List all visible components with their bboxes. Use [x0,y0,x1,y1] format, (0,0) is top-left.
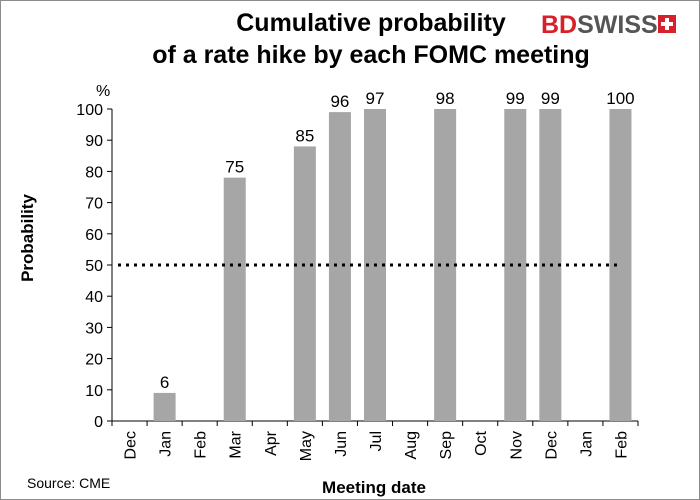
y-tick-label: 40 [85,289,103,306]
x-tick-label: Sep [438,431,455,460]
data-label: 96 [330,92,349,111]
x-tick-label: Dec [123,431,140,459]
x-tick-label: Feb [613,431,630,459]
x-tick-label: Mar [228,430,245,458]
x-tick-label: Jan [578,431,595,457]
chart-title-line-2: of a rate hike by each FOMC meeting [152,41,590,69]
bar [328,112,351,422]
x-tick-label: Jun [333,431,350,457]
unit-label: % [96,83,110,100]
bar [293,146,316,421]
x-tick-label: Oct [473,430,490,455]
x-tick-label: Nov [508,431,525,459]
y-tick-label: 10 [85,383,103,400]
bar [223,177,246,421]
source-note: Source: CME [27,475,110,491]
y-tick-label: 90 [85,133,103,150]
y-tick-label: 60 [85,227,103,244]
data-label: 99 [541,89,560,108]
data-label: 98 [436,89,455,108]
y-tick-label: 50 [85,258,103,275]
x-tick-label: Jul [368,431,385,451]
data-label: 99 [506,89,525,108]
y-axis-title: Probability [18,194,37,282]
data-label: 6 [160,373,169,392]
x-tick-label: Apr [263,430,280,456]
bar [609,109,632,421]
x-tick-label: Dec [543,431,560,459]
x-tick-label: Aug [403,431,420,459]
plot-area: 0 10 20 30 40 50 60 70 80 90 100 Dec 6 Jan Feb 75 Mar Apr… [76,89,639,461]
y-tick-label: 20 [85,352,103,369]
logo-flag-icon [658,15,676,33]
bar [434,109,457,421]
y-tick-label: 0 [94,414,103,431]
bar [153,392,176,421]
bdswiss-logo: BDSWISS [541,11,676,39]
logo-text-swiss: SWISS [577,11,658,39]
y-tick-label: 80 [85,164,103,181]
x-tick-label: May [298,431,315,461]
data-label: 75 [225,158,244,177]
x-tick-label: Jan [158,431,175,457]
y-tick-label: 100 [76,102,103,119]
logo-text-bd: BD [541,11,577,39]
x-axis-title: Meeting date [322,478,426,497]
chart-title-line-1: Cumulative probability [236,9,506,37]
svg-text:BDSWISS: BDSWISS [541,11,658,39]
bar [504,109,527,421]
data-label: 85 [295,126,314,145]
x-tick-label: Feb [193,431,210,459]
y-tick-label: 70 [85,196,103,213]
y-tick-label: 30 [85,320,103,337]
data-label: 97 [366,89,385,108]
data-label: 100 [606,89,634,108]
